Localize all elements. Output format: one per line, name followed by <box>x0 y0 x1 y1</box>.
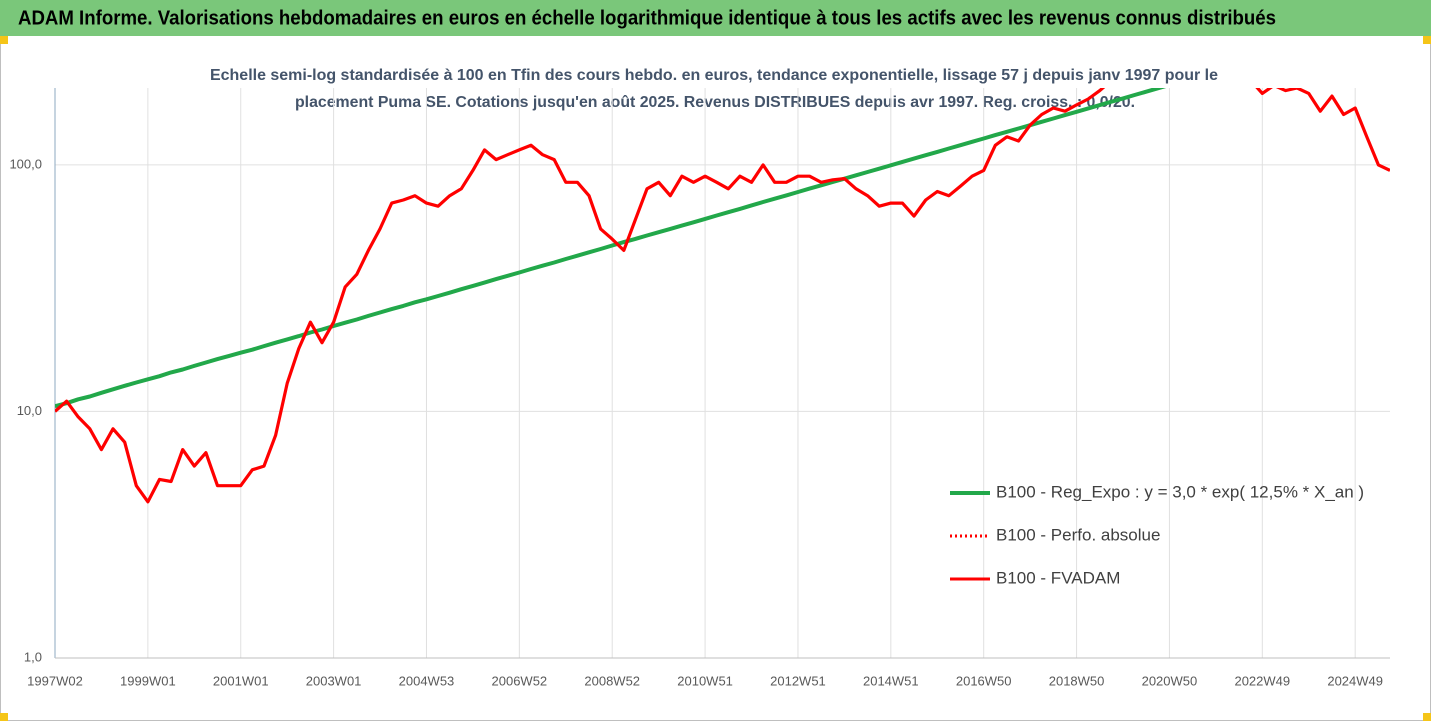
x-tick-label: 2014W51 <box>863 673 919 688</box>
legend-label: B100 - Reg_Expo : y = 3,0 * exp( 12,5% *… <box>996 482 1364 501</box>
x-tick-label: 2010W51 <box>677 673 733 688</box>
x-tick-label: 2012W51 <box>770 673 826 688</box>
corner-mark <box>1423 713 1431 721</box>
x-tick-label: 2003W01 <box>306 673 362 688</box>
x-tick-label: 1997W02 <box>27 673 83 688</box>
x-tick-label: 2004W53 <box>399 673 455 688</box>
x-tick-label: 2016W50 <box>956 673 1012 688</box>
subtitle: Echelle semi-log standardisée à 100 en T… <box>210 67 1218 84</box>
x-tick-label: 2024W49 <box>1327 673 1383 688</box>
series-line <box>55 88 1390 504</box>
legend-label: B100 - Perfo. absolue <box>996 525 1160 544</box>
plot-area <box>55 88 1390 504</box>
legend-label: B100 - FVADAM <box>996 568 1120 587</box>
subtitle: placement Puma SE. Cotations jusqu'en ao… <box>295 94 1135 111</box>
y-tick-label: 10,0 <box>17 403 42 418</box>
corner-mark <box>0 713 8 721</box>
x-tick-label: 2006W52 <box>492 673 548 688</box>
chart-title: ADAM Informe. Valorisations hebdomadaire… <box>18 7 1276 29</box>
x-tick-label: 1999W01 <box>120 673 176 688</box>
y-tick-label: 100,0 <box>9 156 42 171</box>
x-tick-label: 2018W50 <box>1049 673 1105 688</box>
series-line <box>55 88 1167 409</box>
y-tick-label: 1,0 <box>24 649 42 664</box>
corner-mark <box>0 36 8 44</box>
corner-mark <box>1423 36 1431 44</box>
x-tick-label: 2020W50 <box>1142 673 1198 688</box>
header <box>0 0 1431 36</box>
x-tick-label: 2001W01 <box>213 673 269 688</box>
x-tick-label: 2008W52 <box>584 673 640 688</box>
x-tick-label: 2022W49 <box>1234 673 1290 688</box>
